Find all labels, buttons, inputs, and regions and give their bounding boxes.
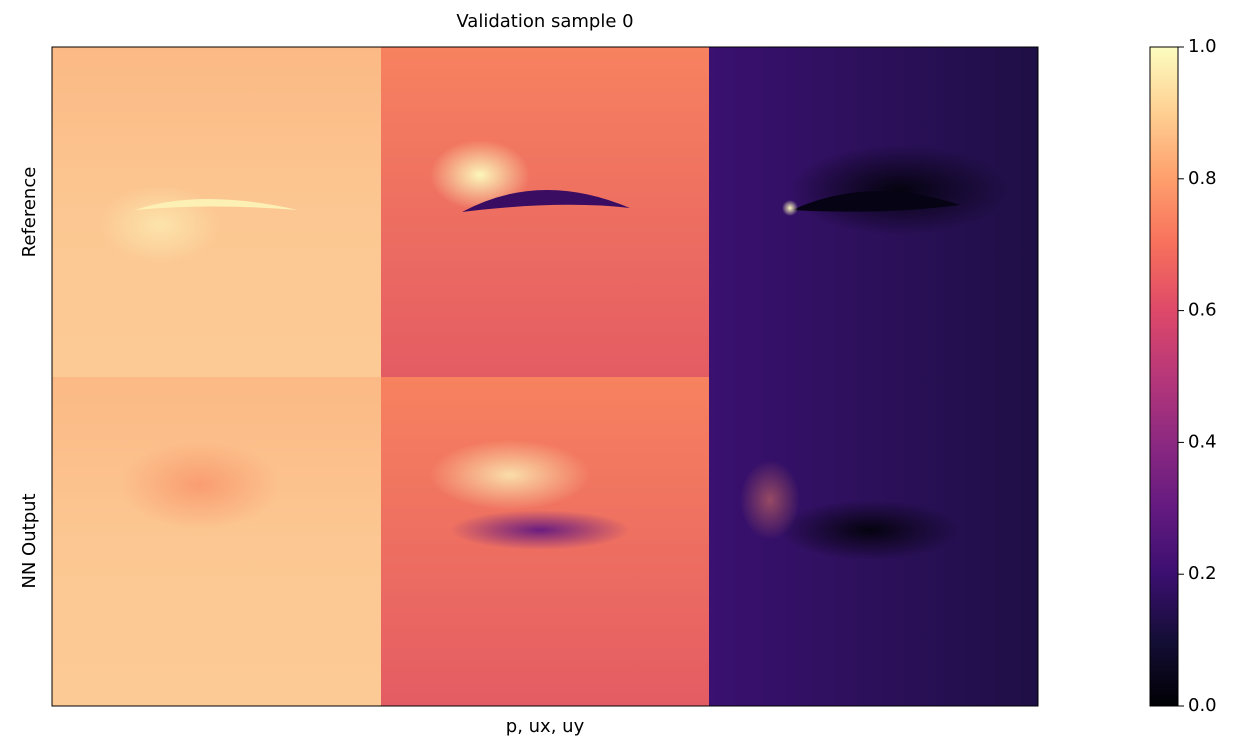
row-label: Reference bbox=[19, 167, 40, 258]
colorbar-tick-label: 0.4 bbox=[1188, 431, 1217, 452]
colorbar-tick-label: 0.6 bbox=[1188, 300, 1217, 321]
row-label: NN Output bbox=[19, 493, 40, 588]
colorbar-tick-label: 0.0 bbox=[1188, 695, 1217, 716]
chart-title: Validation sample 0 bbox=[456, 11, 633, 32]
x-axis-label: p, ux, uy bbox=[506, 716, 585, 737]
colorbar-tick-label: 0.2 bbox=[1188, 563, 1217, 584]
colorbar-tick-label: 1.0 bbox=[1188, 36, 1217, 57]
colorbar-tick-label: 0.8 bbox=[1188, 168, 1217, 189]
image-panels bbox=[51, 46, 1039, 707]
colorbar bbox=[1149, 46, 1179, 707]
